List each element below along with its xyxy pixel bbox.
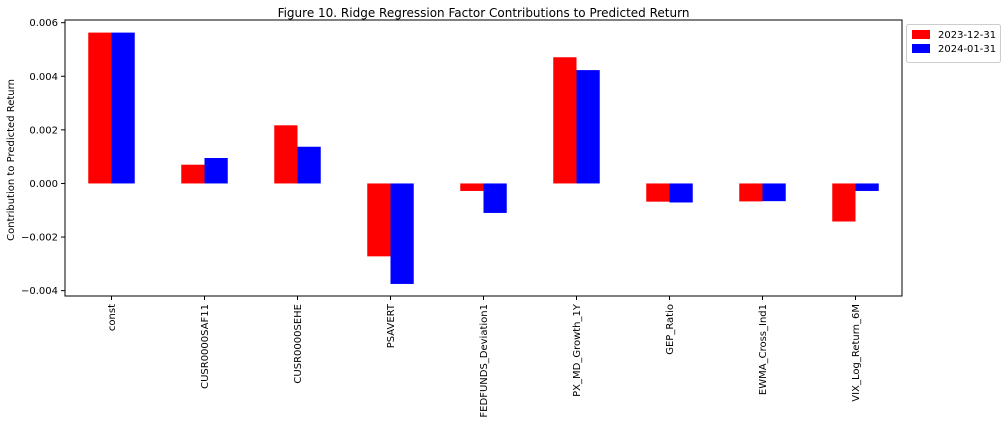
y-tick-label: 0.004	[29, 72, 58, 83]
plot-area-frame	[64, 19, 903, 297]
legend-swatch	[912, 30, 930, 39]
x-tick-label: CUSR0000SAF11	[200, 304, 211, 389]
bar	[739, 183, 763, 202]
legend: 2023-12-31 2024-01-31	[906, 24, 1001, 63]
legend-label: 2024-01-31	[938, 44, 996, 55]
bar	[483, 183, 507, 213]
bar	[88, 32, 112, 184]
bar	[576, 70, 600, 184]
bar	[832, 183, 856, 222]
x-axis: const CUSR0000SAF11 CUSR0000SEHE PSAVERT FED…	[107, 296, 862, 418]
y-tick-label: 0.002	[29, 125, 58, 136]
legend-swatch	[912, 44, 930, 53]
bars-group	[88, 32, 879, 284]
bar	[646, 183, 670, 202]
x-tick-label: const	[107, 304, 118, 331]
bar	[111, 32, 135, 184]
bar	[390, 183, 414, 284]
bar	[460, 183, 484, 191]
chart-title: Figure 10. Ridge Regression Factor Contr…	[278, 6, 690, 20]
legend-label: 2023-12-31	[938, 30, 996, 41]
bar	[297, 146, 321, 184]
y-axis-label: Contribution to Predicted Return	[6, 79, 17, 241]
x-tick-label: VIX_Log_Return_6M	[851, 304, 862, 402]
x-tick-label: FEDFUNDS_Deviation1	[479, 304, 490, 418]
bar	[181, 164, 205, 184]
bar	[274, 125, 298, 184]
y-tick-label: −0.004	[21, 286, 58, 297]
bar	[762, 183, 786, 202]
y-tick-label: 0.006	[29, 18, 58, 29]
x-tick-label: CUSR0000SEHE	[293, 304, 304, 384]
y-tick-label: −0.002	[21, 233, 58, 244]
y-tick-label: 0.000	[29, 179, 58, 190]
bar	[367, 183, 391, 257]
bar	[669, 183, 693, 203]
bar	[553, 57, 577, 184]
bar	[855, 183, 879, 191]
x-tick-label: PSAVERT	[386, 303, 397, 348]
bar	[204, 158, 228, 184]
x-tick-label: PX_MD_Growth_1Y	[572, 303, 583, 397]
x-tick-label: EWMA_Cross_Ind1	[758, 304, 769, 395]
x-tick-label: GEP_Ratio	[665, 304, 676, 355]
y-axis: −0.004 −0.002 0.000 0.002 0.004 0.006	[21, 18, 65, 297]
